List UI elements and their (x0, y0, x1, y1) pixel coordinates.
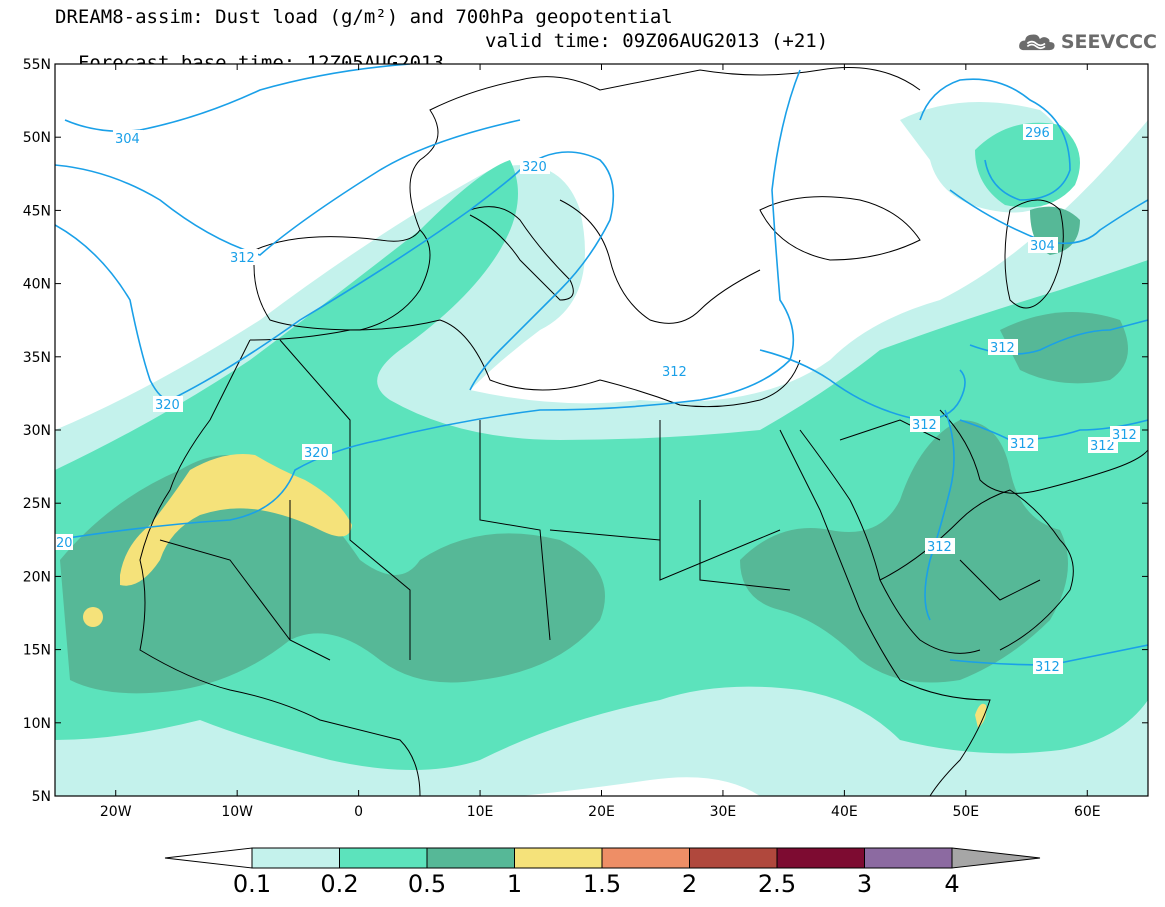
colorbar-label: 3 (856, 870, 873, 898)
valid-time: valid time: 09Z06AUG2013 (+21) (485, 30, 829, 52)
colorbar-segment (776, 847, 865, 869)
lon-label: 60E (1074, 804, 1101, 820)
colorbar-segment (864, 847, 953, 869)
lat-label: 10N (23, 716, 51, 732)
colorbar-low-arrow (164, 847, 253, 869)
colorbar-label: 4 (944, 870, 960, 898)
dust-region-peak (83, 454, 987, 728)
lat-label: 35N (23, 350, 51, 366)
lon-label: 40E (831, 804, 858, 820)
cloud-icon (1019, 34, 1055, 51)
contour-label: 312 (1090, 439, 1115, 454)
colorbar-segment (339, 847, 428, 869)
contour-label: 312 (912, 418, 937, 433)
colorbar-label: 0.1 (232, 870, 272, 898)
contour-label: 312 (230, 251, 255, 266)
lat-label: 20N (23, 569, 51, 585)
contour-label: 304 (115, 132, 140, 147)
lon-labels: 20W 10W 0 10E 20E 30E 40E 50E 60E (100, 804, 1101, 820)
colorbar (164, 847, 1041, 869)
lon-label: 20W (100, 804, 132, 820)
lat-label: 50N (23, 130, 51, 146)
contour-label-group: 304 312 320 320 320 312 312 296 304 312 … (55, 124, 1140, 675)
lat-label: 55N (23, 57, 51, 73)
geopotential-contours (55, 64, 1148, 666)
lat-label: 45N (23, 203, 51, 219)
contour-label: 320 (304, 446, 329, 461)
colorbar-label: 0.2 (320, 870, 359, 898)
colorbar-label: 2 (681, 870, 698, 898)
contour-label: 312 (1035, 660, 1060, 675)
colorbar-segment (426, 847, 515, 869)
lon-label: 10E (467, 804, 494, 820)
logo-text: SEEVCCC (1060, 31, 1157, 53)
lon-label: 0 (354, 804, 363, 820)
lon-label: 20E (588, 804, 615, 820)
contour-label: 312 (927, 540, 952, 555)
map-title: DREAM8-assim: Dust load (g/m²) and 700hP… (55, 6, 673, 28)
colorbar-segment (514, 847, 603, 869)
lon-label: 10W (221, 804, 253, 820)
colorbar-label: 1.5 (582, 870, 622, 898)
lat-label: 5N (32, 789, 51, 805)
contour-label: 296 (1025, 126, 1050, 141)
colorbar-label: 1 (506, 870, 523, 898)
contour-label: 20 (56, 536, 73, 551)
axis-ticks (55, 63, 1148, 797)
colorbar-label: 0.5 (407, 870, 447, 898)
lon-label: 30E (710, 804, 737, 820)
colorbar-label: 2.5 (757, 870, 797, 898)
colorbar-segment (601, 847, 690, 869)
contour-label: 320 (155, 398, 180, 413)
contour-label: 312 (662, 365, 687, 380)
lat-label: 30N (23, 423, 51, 439)
contour-label: 320 (522, 160, 547, 175)
lat-label: 15N (23, 643, 51, 659)
lat-labels: 55N 50N 45N 40N 35N 30N 25N 20N 15N 10N 5N (23, 57, 51, 805)
lon-label: 50E (952, 804, 979, 820)
colorbar-segment (251, 847, 340, 869)
contour-label: 312 (1010, 437, 1035, 452)
seevccc-logo: SEEVCCC (1017, 24, 1157, 60)
contour-label: 312 (990, 341, 1015, 356)
country-borders (139, 67, 1148, 796)
lat-label: 40N (23, 277, 51, 293)
colorbar-high-arrow (951, 847, 1041, 869)
colorbar-segment (689, 847, 778, 869)
contour-label: 312 (1112, 428, 1137, 443)
lat-label: 25N (23, 496, 51, 512)
contour-label: 304 (1030, 239, 1055, 254)
